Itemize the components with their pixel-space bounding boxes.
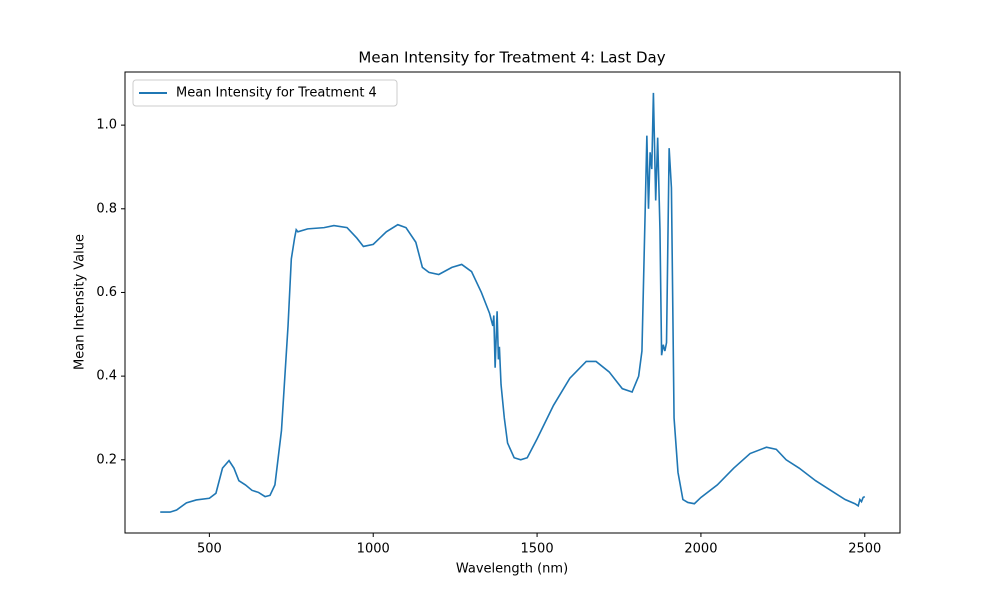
legend-label: Mean Intensity for Treatment 4: [176, 86, 377, 101]
x-axis-label: Wavelength (nm): [456, 562, 568, 577]
chart-title: Mean Intensity for Treatment 4: Last Day: [358, 49, 665, 67]
plot-frame: [124, 71, 901, 534]
x-tick-label: 1000: [357, 542, 390, 557]
x-tick-label: 2000: [684, 542, 717, 557]
y-tick-label: 0.8: [96, 201, 117, 216]
y-tick-label: 0.4: [96, 369, 117, 384]
x-tick-label: 2500: [848, 542, 881, 557]
y-tick-label: 1.0: [96, 118, 117, 133]
y-axis-label: Mean Intensity Value: [73, 234, 88, 370]
data-line: [160, 92, 866, 513]
x-tick-label: 1500: [521, 542, 554, 557]
x-tick-label: 500: [197, 542, 222, 557]
y-tick-label: 0.6: [96, 285, 117, 300]
legend-box: [132, 79, 398, 107]
y-tick-label: 0.2: [96, 452, 117, 467]
